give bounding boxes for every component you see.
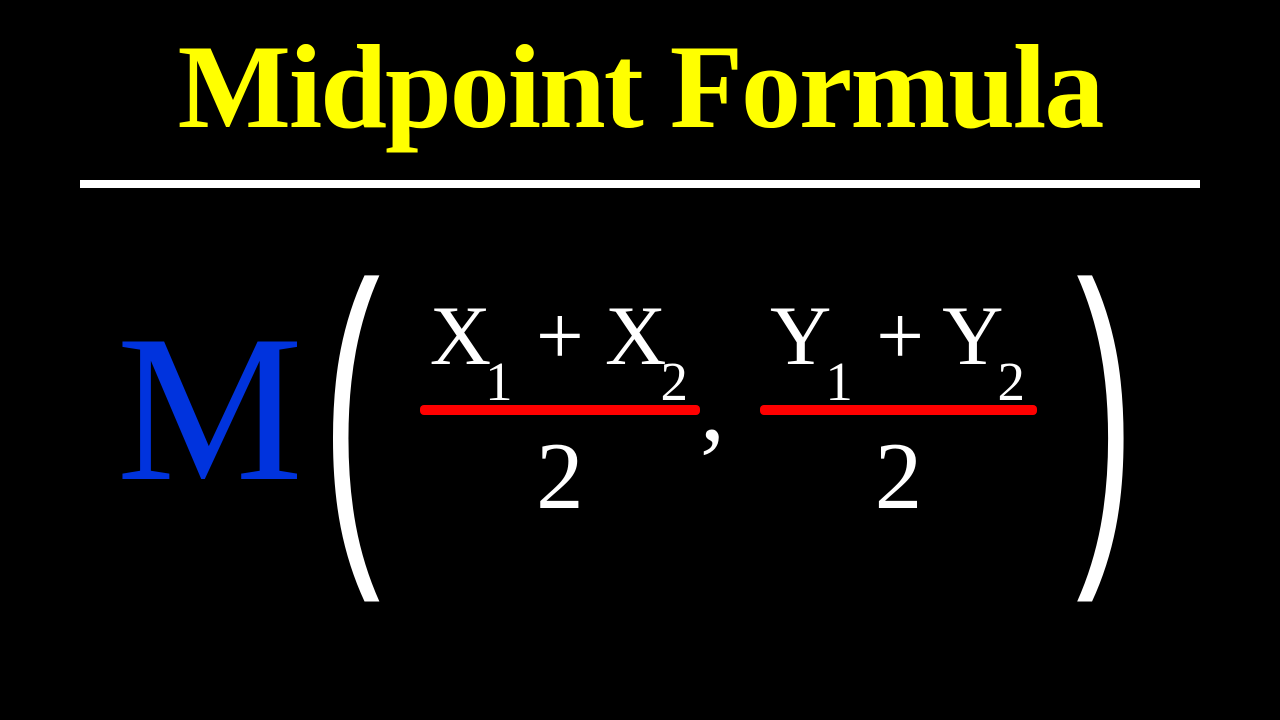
x-fraction: X1 + X2 2 xyxy=(420,294,700,524)
formula-body: X1 + X2 2 , Y1 + Y2 2 xyxy=(410,294,1047,524)
right-paren: ) xyxy=(1076,260,1134,558)
midpoint-formula: M ( X1 + X2 2 , Y1 + Y2 2 ) xyxy=(0,260,1280,558)
page-title: Midpoint Formula xyxy=(178,18,1103,156)
formula-label-m: M xyxy=(116,304,303,514)
formula-comma: , xyxy=(700,349,725,464)
title-underline xyxy=(80,180,1200,188)
left-paren: ( xyxy=(322,260,380,558)
x-denominator: 2 xyxy=(536,421,584,524)
y-denominator: 2 xyxy=(875,421,923,524)
x-fraction-line xyxy=(420,405,700,415)
y-numerator: Y1 + Y2 xyxy=(760,294,1037,399)
x-numerator: X1 + X2 xyxy=(420,294,700,399)
y-fraction-line xyxy=(760,405,1037,415)
y-fraction: Y1 + Y2 2 xyxy=(760,294,1037,524)
